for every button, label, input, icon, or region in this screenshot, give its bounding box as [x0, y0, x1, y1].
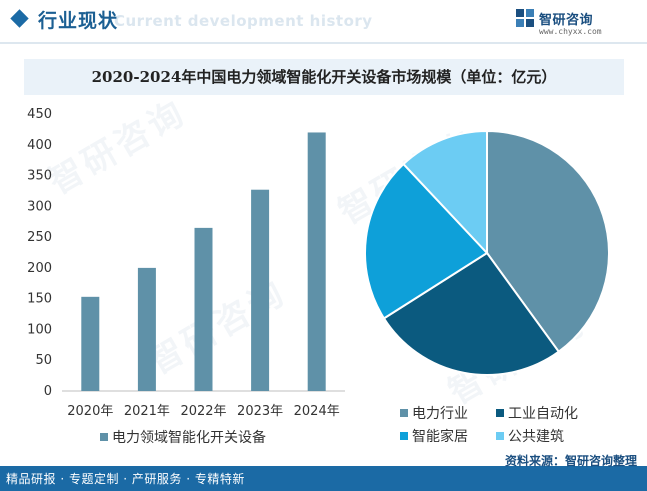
x-tick-label: 2021年 — [124, 404, 170, 419]
pie-slice — [364, 162, 489, 320]
bar — [194, 227, 213, 391]
bar — [307, 132, 326, 391]
y-tick-label: 400 — [27, 138, 52, 153]
brand-logo: 智研咨询 www.chyxx.com — [515, 7, 635, 39]
header-divider — [0, 42, 647, 44]
x-tick-label: 2022年 — [180, 404, 226, 419]
y-tick-label: 450 — [27, 107, 52, 122]
legend-swatch — [100, 433, 108, 441]
bar-chart: 0 50 100 150 200 250 300 350 400 450 2020年 2021年 202… — [27, 107, 345, 446]
header-title: 行业现状 — [38, 10, 119, 32]
legend-swatch — [400, 432, 408, 440]
pie-slice — [486, 129, 610, 354]
bar — [137, 267, 156, 391]
legend-swatch — [496, 409, 504, 417]
y-tick-label: 100 — [27, 322, 52, 337]
pie-slice — [382, 251, 561, 376]
footer: 精品研报 · 专题定制 · 产研服务 · 专精特新 — [0, 466, 647, 491]
footer-tagline: 精品研报 · 专题定制 · 产研服务 · 专精特新 — [6, 472, 245, 486]
pie-slice — [402, 129, 488, 256]
brand-url: www.chyxx.com — [539, 27, 602, 36]
y-tick-label: 250 — [27, 230, 52, 245]
y-tick-label: 150 — [27, 292, 52, 307]
chart-title: 2020-2024年中国电力领域智能化开关设备市场规模（单位：亿元） — [24, 59, 624, 95]
x-tick-label: 2024年 — [294, 404, 340, 419]
y-tick-label: 350 — [27, 169, 52, 184]
brand-logo-icon — [516, 9, 534, 27]
legend-label: 智能家居 — [412, 428, 468, 445]
brand-name: 智研咨询 — [539, 13, 594, 28]
x-tick-label: 2023年 — [237, 404, 283, 419]
bar — [81, 296, 100, 391]
legend-swatch — [496, 432, 504, 440]
header: Current development history 行业现状 智研咨询 ww… — [0, 0, 647, 40]
bar — [251, 189, 270, 391]
legend-label: 电力行业 — [412, 406, 468, 422]
legend-label: 电力领域智能化开关设备 — [112, 429, 266, 446]
y-tick-label: 200 — [27, 261, 52, 276]
header-subtitle: Current development history — [114, 12, 373, 30]
legend-label: 工业自动化 — [508, 406, 578, 422]
y-tick-label: 300 — [27, 199, 52, 214]
y-tick-label: 0 — [44, 384, 52, 399]
y-tick-label: 50 — [35, 353, 52, 368]
legend-label: 公共建筑 — [508, 429, 564, 445]
x-tick-label: 2020年 — [67, 404, 113, 419]
source-note: 资料来源：智研咨询整理 — [504, 454, 637, 468]
legend-swatch — [400, 409, 408, 417]
